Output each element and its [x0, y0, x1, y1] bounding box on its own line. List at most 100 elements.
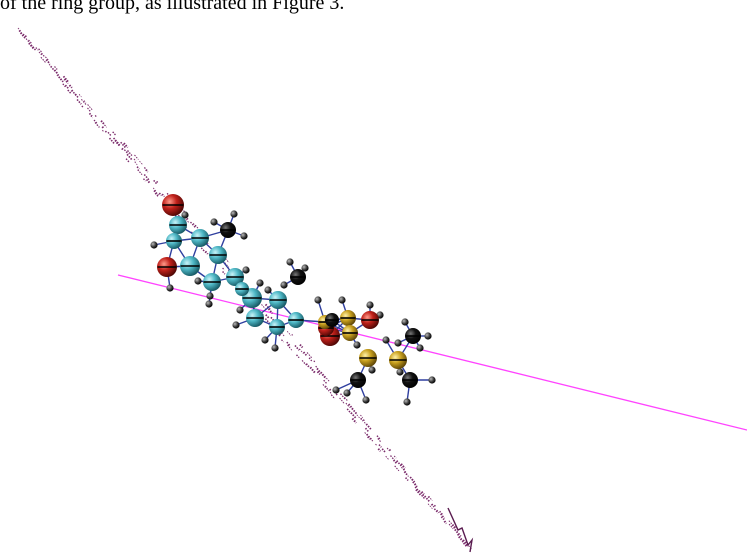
trajectory-segment	[434, 504, 437, 508]
trajectory-segment	[87, 107, 90, 111]
trajectory-segment	[388, 448, 392, 452]
trajectory-segment	[62, 75, 70, 83]
trajectory-segment	[261, 304, 267, 310]
trajectory-segment	[177, 214, 183, 220]
trajectory-segment	[455, 530, 462, 537]
trajectory-segment	[222, 267, 225, 271]
trajectory-segment	[339, 397, 344, 403]
trajectory-segment	[28, 39, 33, 44]
trajectory-segment	[137, 169, 143, 175]
hydrogen-atom	[242, 266, 250, 274]
trajectory-segment	[286, 341, 291, 347]
hydrogen-atom	[362, 396, 370, 404]
trajectory-segment	[427, 495, 431, 499]
trajectory-segment	[429, 498, 433, 501]
trajectory-segment	[302, 351, 308, 357]
trajectory-segment	[326, 387, 330, 392]
trajectory-segment	[377, 448, 382, 452]
trajectory-segment	[158, 192, 163, 197]
trajectory-segment	[381, 448, 386, 453]
trajectory-segment	[378, 444, 382, 448]
trajectory-segment	[421, 494, 426, 500]
trajectory-segment	[351, 407, 358, 415]
trajectory-segment	[83, 100, 87, 104]
trajectory-segment	[427, 503, 433, 510]
trajectory-segment	[354, 412, 361, 419]
trajectory-segment	[224, 262, 230, 268]
trajectory-segment	[156, 180, 159, 184]
trajectory-segment	[64, 84, 69, 89]
trajectory-segment	[396, 460, 402, 467]
trajectory-segment	[462, 542, 468, 547]
trajectory-segment	[87, 104, 93, 111]
trajectory-segment	[414, 483, 418, 487]
trajectory-segment	[126, 150, 133, 157]
trajectory-segment	[329, 391, 333, 395]
trajectory-segment	[316, 371, 321, 375]
trajectory-segment	[107, 131, 112, 136]
trajectory-segment	[453, 526, 457, 530]
trajectory-segment	[405, 473, 409, 477]
trajectory-segment	[376, 435, 382, 441]
trajectory-segment	[439, 510, 444, 516]
trajectory-segment	[465, 544, 469, 548]
hydrogen-atom	[150, 241, 158, 249]
hydrogen-atom	[236, 306, 244, 314]
trajectory-segment	[298, 348, 304, 354]
hydrogen-atom	[338, 296, 346, 304]
trajectory-segment	[393, 455, 397, 459]
trajectory-segment	[125, 158, 130, 163]
hydrogen-atom	[194, 277, 202, 285]
trajectory-segment	[76, 98, 82, 105]
trajectory-segment	[424, 495, 431, 503]
trajectory-segment	[264, 318, 271, 325]
trajectory-segment	[154, 192, 159, 198]
trajectory-segment	[48, 63, 52, 67]
trajectory-segment	[321, 374, 327, 380]
trajectory-segment	[80, 98, 87, 106]
trajectory-segment	[369, 437, 374, 442]
trajectory-segment	[67, 89, 72, 94]
trajectory-segment	[421, 491, 425, 495]
trajectory-segment	[364, 427, 370, 433]
trajectory-segment	[443, 521, 447, 525]
trajectory-segment	[415, 488, 422, 496]
trajectory-segment	[68, 84, 73, 89]
trajectory-segment	[323, 379, 328, 385]
trajectory-segment	[134, 161, 138, 166]
trajectory-segment	[360, 417, 364, 422]
trajectory-segment	[121, 147, 125, 151]
trajectory-segment	[375, 443, 378, 447]
hydrogen-atom	[205, 300, 213, 308]
trajectory-segment	[194, 224, 199, 229]
trajectory-segment	[299, 343, 304, 349]
trajectory-segment	[322, 384, 327, 388]
atom-set	[150, 194, 436, 406]
trajectory-segment	[313, 360, 316, 363]
hydrogen-atom	[271, 344, 279, 352]
trajectory-segment	[205, 250, 209, 255]
trajectory-segment	[385, 455, 390, 460]
trajectory-segment	[367, 436, 371, 440]
trajectory-segment	[335, 393, 339, 397]
trajectory-segment	[41, 52, 45, 57]
trajectory-segment	[394, 465, 400, 472]
trajectory-segment	[74, 93, 78, 97]
trajectory-segment	[363, 421, 367, 425]
trajectory-segment	[418, 489, 425, 497]
trajectory-segment	[88, 112, 93, 117]
trajectory-segment	[291, 333, 294, 337]
trajectory-segment	[301, 360, 307, 366]
trajectory-segment	[414, 486, 420, 493]
trajectory-segment	[454, 528, 458, 532]
trajectory-segment	[270, 316, 275, 321]
trajectory-segment	[404, 477, 409, 482]
trajectory-segment	[101, 126, 105, 130]
trajectory-segment	[306, 352, 313, 359]
trajectory-segment	[324, 375, 331, 383]
trajectory-segment	[433, 508, 439, 514]
trajectory-segment	[278, 334, 282, 337]
trajectory-segment	[316, 367, 322, 374]
trajectory-segment	[153, 189, 159, 196]
trajectory-segment	[123, 149, 129, 155]
